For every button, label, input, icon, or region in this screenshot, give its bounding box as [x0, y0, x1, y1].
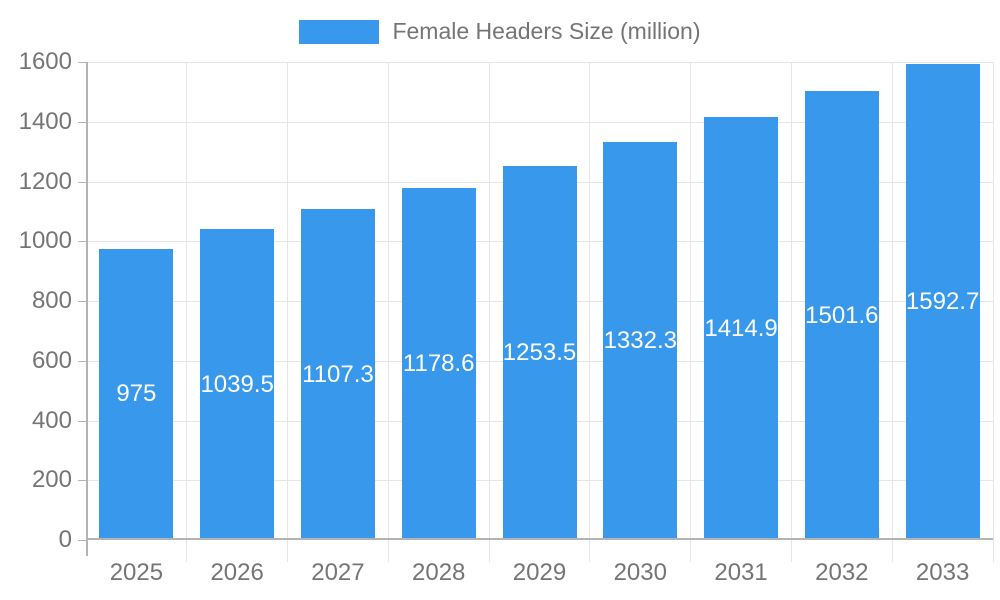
- legend-swatch: [299, 19, 380, 44]
- bar-2028[interactable]: 1178.6: [401, 187, 476, 540]
- x-axis-label-2029: 2029: [512, 559, 567, 586]
- bar-value-label: 1332.3: [603, 326, 677, 354]
- y-axis-tick: [78, 540, 86, 541]
- y-axis-label: 1200: [18, 167, 72, 195]
- bar-2027[interactable]: 1107.3: [300, 209, 375, 540]
- x-axis-baseline: [86, 538, 993, 540]
- y-axis-line: [86, 62, 88, 556]
- bar-2029[interactable]: 1253.5: [502, 165, 577, 540]
- y-axis-label: 200: [31, 466, 72, 494]
- x-axis-label-2033: 2033: [915, 559, 970, 586]
- y-gridline: [86, 62, 993, 63]
- bar-value-label: 1501.6: [805, 301, 879, 329]
- bar-2031[interactable]: 1414.9: [704, 117, 779, 540]
- bar-2030[interactable]: 1332.3: [603, 141, 678, 540]
- x-axis-label-2031: 2031: [714, 559, 768, 586]
- x-gridline: [186, 62, 188, 562]
- x-gridline: [992, 62, 994, 562]
- x-gridline: [387, 62, 389, 562]
- x-gridline: [690, 62, 692, 562]
- y-axis-tick: [78, 181, 86, 183]
- bar-value-label: 1107.3: [302, 360, 374, 388]
- bar-value-label: 1178.6: [402, 349, 475, 377]
- x-axis-label-2032: 2032: [815, 559, 869, 586]
- plot-area: 975 1039.5 1107.3 1178.6 1253.5 1332.3 1414.9 1…: [86, 62, 994, 562]
- y-axis-tick: [78, 420, 86, 422]
- y-axis-tick: [78, 241, 86, 243]
- bar-2026[interactable]: 1039.5: [200, 229, 275, 540]
- y-axis-label: 1400: [18, 107, 72, 135]
- x-gridline: [790, 62, 792, 562]
- bar-value-label: 1592.7: [905, 288, 980, 316]
- x-axis-label-2026: 2026: [210, 559, 264, 586]
- y-axis-label: 800: [31, 287, 72, 314]
- y-axis-tick: [78, 62, 86, 63]
- x-axis-label-2025: 2025: [109, 559, 164, 586]
- bar-value-label: 1253.5: [502, 338, 577, 366]
- bar-2033[interactable]: 1592.7: [905, 64, 980, 540]
- x-gridline: [891, 62, 893, 562]
- y-axis-label: 600: [31, 346, 72, 374]
- legend-label: Female Headers Size (million): [392, 18, 701, 44]
- y-axis-tick: [78, 301, 86, 302]
- x-axis-label-2030: 2030: [613, 559, 667, 586]
- y-axis-tick: [78, 360, 86, 362]
- x-gridline: [287, 62, 289, 562]
- bar-2025[interactable]: 975: [99, 248, 174, 540]
- y-axis-label: 1000: [18, 227, 72, 255]
- x-gridline: [589, 62, 591, 562]
- y-gridline: [86, 121, 993, 123]
- y-axis-tick: [78, 121, 86, 123]
- bar-value-label: 1039.5: [200, 370, 274, 398]
- bar-value-label: 1414.9: [704, 314, 778, 342]
- bar-value-label: 975: [116, 380, 157, 408]
- y-axis-tick: [78, 480, 86, 482]
- x-axis-label-2027: 2027: [311, 559, 365, 586]
- bar-2032[interactable]: 1501.6: [804, 91, 879, 540]
- y-axis-label: 400: [31, 406, 72, 434]
- legend[interactable]: Female Headers Size (million): [0, 18, 1000, 45]
- x-axis-label-2028: 2028: [412, 559, 466, 586]
- y-axis-label: 0: [58, 526, 72, 553]
- x-gridline: [488, 62, 490, 562]
- y-axis-label: 1600: [18, 48, 72, 75]
